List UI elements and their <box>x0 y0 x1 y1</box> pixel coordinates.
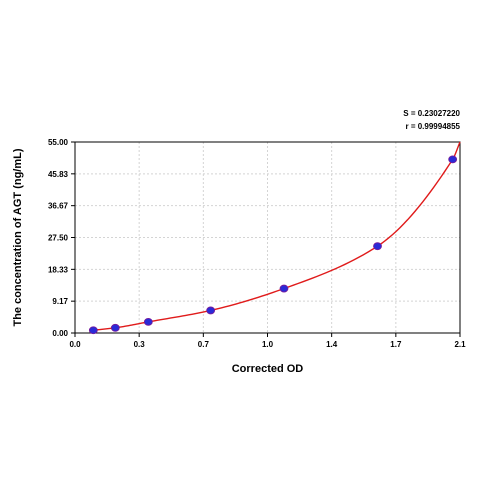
stat-r-value: r = 0.99994855 <box>406 122 461 131</box>
y-tick-label: 45.83 <box>48 170 69 179</box>
data-point <box>448 155 458 164</box>
data-point <box>206 306 216 315</box>
x-axis-title: Corrected OD <box>232 363 304 375</box>
y-tick-label: 18.33 <box>48 265 69 274</box>
x-tick-label: 0.7 <box>198 340 210 349</box>
data-point <box>373 242 382 251</box>
fit-curve <box>93 141 461 331</box>
y-tick-label: 55.00 <box>48 138 69 147</box>
data-points <box>88 155 458 335</box>
stat-s-value: S = 0.23027220 <box>403 109 460 118</box>
y-tick-label: 0.00 <box>52 329 68 338</box>
x-tick-label: 0.0 <box>69 340 81 349</box>
data-point <box>279 284 289 293</box>
x-tick-label: 0.3 <box>134 340 146 349</box>
x-tick-label: 1.4 <box>326 340 338 349</box>
y-tick-label: 27.50 <box>48 234 69 243</box>
x-tick-label: 2.1 <box>454 340 466 349</box>
data-point <box>88 326 98 335</box>
data-point <box>143 317 153 326</box>
data-point <box>110 323 120 332</box>
x-tick-label: 1.7 <box>390 340 402 349</box>
y-tick-label: 9.17 <box>52 297 68 306</box>
y-axis-ticks: 0.00 9.17 18.33 27.50 36.67 45.83 55.00 <box>48 138 75 338</box>
x-axis-ticks: 0.0 0.3 0.7 1.0 1.4 1.7 2.1 <box>69 333 466 349</box>
grid <box>74 141 461 334</box>
y-tick-label: 36.67 <box>48 202 69 211</box>
x-tick-label: 1.0 <box>262 340 274 349</box>
y-axis-title: The concentration of AGT (ng/mL) <box>12 148 24 326</box>
